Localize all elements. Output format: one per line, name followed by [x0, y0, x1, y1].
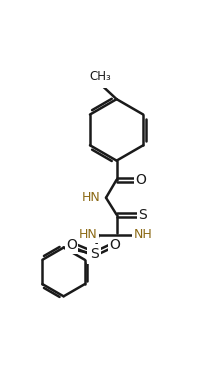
Text: S: S	[90, 247, 99, 261]
Text: O: O	[109, 238, 120, 252]
Text: O: O	[135, 173, 146, 187]
Text: O: O	[66, 238, 77, 252]
Text: HN: HN	[79, 228, 98, 241]
Text: CH₃: CH₃	[90, 70, 112, 83]
Text: NH: NH	[134, 228, 152, 241]
Text: S: S	[138, 208, 147, 222]
Text: HN: HN	[81, 191, 100, 204]
